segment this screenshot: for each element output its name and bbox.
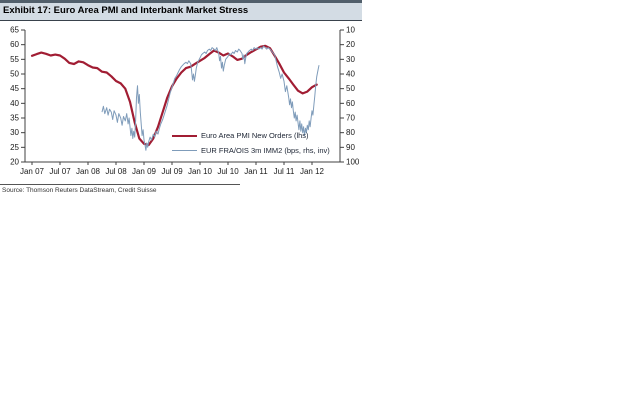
- left-axis-tick-label: 35: [10, 114, 19, 123]
- x-axis-tick-label: Jul 11: [274, 167, 295, 176]
- right-axis-tick-label: 10: [346, 26, 355, 35]
- legend-label-pmi: Euro Area PMI New Orders (lhs): [201, 131, 309, 140]
- x-axis-tick-label: Jan 12: [300, 167, 325, 176]
- left-axis-tick-label: 55: [10, 55, 19, 64]
- exhibit-header: Exhibit 17: Euro Area PMI and Interbank …: [0, 0, 362, 21]
- exhibit-title: Exhibit 17: Euro Area PMI and Interbank …: [0, 3, 362, 21]
- right-axis-tick-label: 90: [346, 143, 355, 152]
- right-axis-tick-label: 80: [346, 128, 355, 137]
- right-axis-tick-label: 20: [346, 40, 355, 49]
- right-axis-tick-label: 50: [346, 84, 355, 93]
- x-axis-tick-label: Jul 10: [217, 167, 239, 176]
- left-axis-tick-label: 60: [10, 40, 19, 49]
- right-axis-tick-label: 60: [346, 99, 355, 108]
- source-divider: [0, 184, 240, 185]
- legend-label-fraois: EUR FRA/OIS 3m IMM2 (bps, rhs, inv): [201, 146, 330, 155]
- x-axis-tick-label: Jan 09: [132, 167, 157, 176]
- x-axis-tick-label: Jan 11: [244, 167, 268, 176]
- x-axis-tick-label: Jan 08: [76, 167, 101, 176]
- legend-item-fraois: EUR FRA/OIS 3m IMM2 (bps, rhs, inv): [172, 143, 330, 158]
- left-axis-tick-label: 40: [10, 99, 19, 108]
- pmi-line-swatch-icon: [172, 134, 197, 137]
- x-axis-tick-label: Jul 07: [49, 167, 71, 176]
- right-axis-tick-label: 100: [346, 158, 360, 167]
- fraois-line-swatch-icon: [172, 150, 197, 151]
- source-note: Source: Thomson Reuters DataStream, Cred…: [2, 187, 157, 194]
- x-axis-tick-label: Jul 08: [105, 167, 127, 176]
- header-top-bar: [0, 0, 362, 3]
- chart-legend: Euro Area PMI New Orders (lhs) EUR FRA/O…: [172, 128, 330, 158]
- left-axis-tick-label: 50: [10, 70, 19, 79]
- left-axis-tick-label: 20: [10, 158, 19, 167]
- pmi-new-orders-line: [30, 44, 318, 147]
- left-axis-tick-label: 45: [10, 84, 19, 93]
- legend-item-pmi: Euro Area PMI New Orders (lhs): [172, 128, 330, 143]
- right-axis-tick-label: 30: [346, 55, 355, 64]
- left-axis-tick-label: 25: [10, 143, 19, 152]
- x-axis-tick-label: Jan 07: [20, 167, 45, 176]
- right-axis-tick-label: 70: [346, 114, 355, 123]
- x-axis-tick-label: Jan 10: [188, 167, 213, 176]
- right-axis-tick-label: 40: [346, 70, 355, 79]
- eur-fraois-line: [101, 45, 320, 151]
- x-axis-tick-label: Jul 09: [161, 167, 183, 176]
- left-axis-tick-label: 30: [10, 128, 19, 137]
- left-axis-tick-label: 65: [10, 26, 19, 35]
